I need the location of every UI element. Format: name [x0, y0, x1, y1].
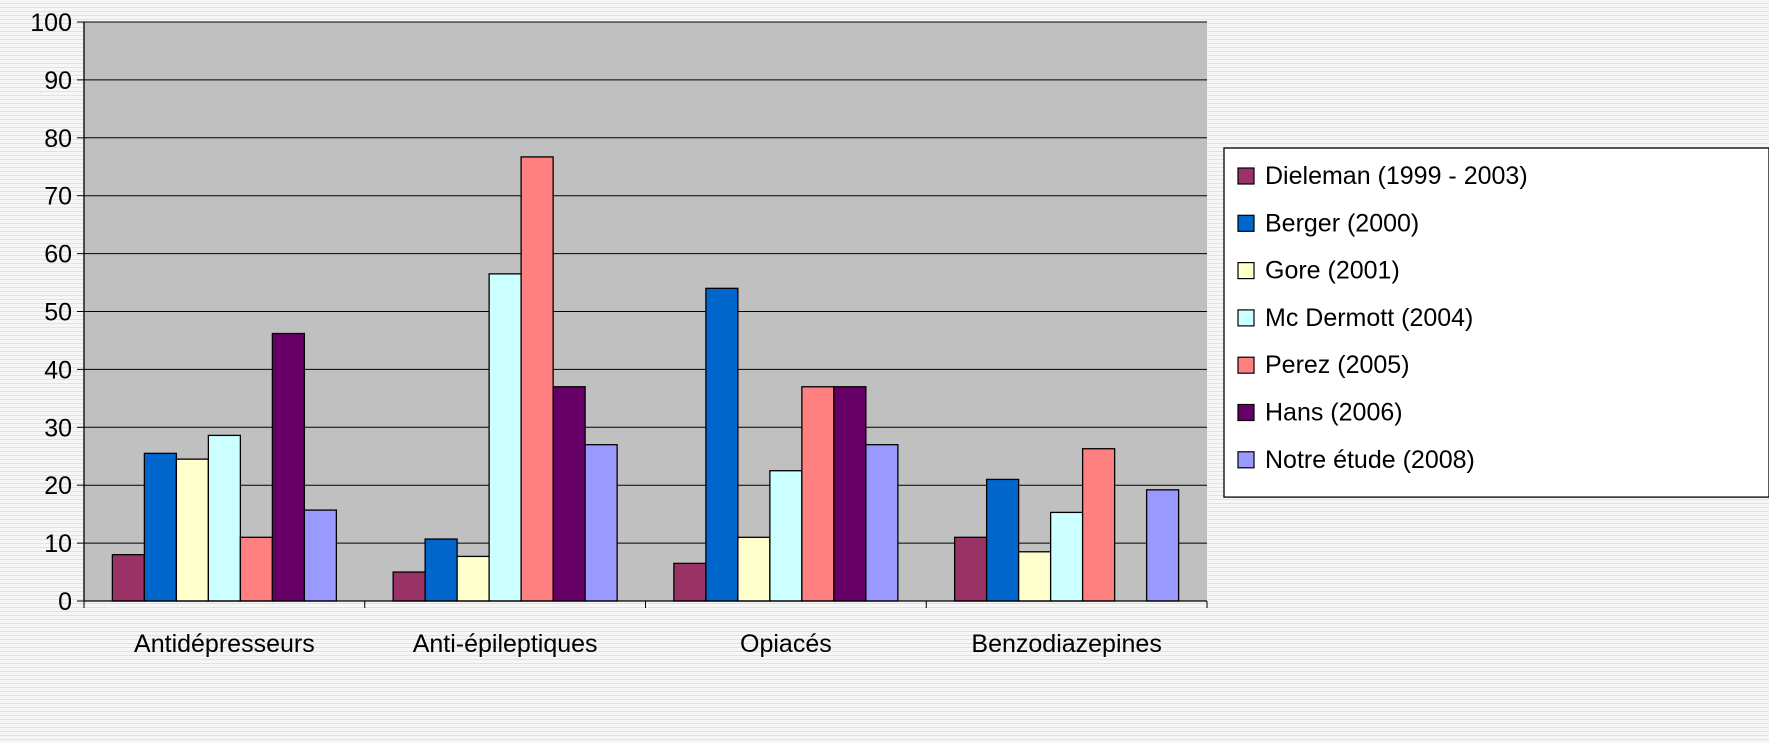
- bar: [392, 571, 426, 602]
- bar: [303, 509, 338, 602]
- legend-label: Gore (2001): [1265, 257, 1400, 285]
- legend-swatch: [1237, 214, 1255, 232]
- bar: [207, 434, 242, 602]
- bar: [801, 386, 835, 602]
- y-tick-label: 20: [44, 472, 72, 500]
- y-tick-label: 0: [58, 588, 72, 616]
- legend: Dieleman (1999 - 2003) Berger (2000) Gore …: [1223, 147, 1769, 498]
- legend-swatch: [1237, 262, 1255, 280]
- legend-label: Mc Dermott (2004): [1265, 304, 1473, 332]
- bar: [584, 444, 618, 602]
- y-tick-label: 40: [44, 356, 72, 384]
- x-category-label: Opiacés: [740, 630, 832, 658]
- bar: [456, 555, 490, 602]
- bar: [737, 536, 771, 602]
- legend-swatch: [1237, 451, 1255, 469]
- bar: [1049, 511, 1084, 602]
- bar: [673, 562, 707, 602]
- legend-swatch: [1237, 167, 1255, 185]
- bar: [488, 273, 522, 602]
- bar: [705, 287, 739, 602]
- bar: [769, 470, 803, 602]
- y-axis-ticks: 0 10 20 30 40 50 60 70 80 90 100: [30, 9, 84, 616]
- y-tick-label: 80: [44, 125, 72, 153]
- legend-label: Notre étude (2008): [1265, 446, 1475, 474]
- legend-swatch: [1237, 403, 1255, 422]
- legend-swatch: [1237, 309, 1255, 327]
- bar: [143, 452, 178, 602]
- y-tick-label: 30: [44, 414, 72, 442]
- x-category-label: Anti-épileptiques: [413, 630, 598, 658]
- x-category-label: Benzodiazepines: [971, 630, 1161, 658]
- y-tick-label: 100: [30, 9, 72, 37]
- bar: [424, 538, 458, 602]
- legend-swatch: [1237, 356, 1255, 374]
- bars: [111, 156, 1180, 602]
- bar: [833, 386, 867, 602]
- bar: [271, 332, 306, 602]
- y-tick-label: 70: [44, 183, 72, 211]
- bar: [1081, 448, 1116, 602]
- legend-label: Hans (2006): [1265, 399, 1403, 427]
- bar: [239, 536, 274, 602]
- y-tick-label: 50: [44, 299, 72, 327]
- bar: [1017, 551, 1052, 602]
- bar: [111, 554, 146, 602]
- bar: [552, 386, 586, 602]
- x-axis-labels: Antidépresseurs Anti-épileptiques Opiacés B…: [134, 630, 1162, 658]
- legend-label: Berger (2000): [1265, 209, 1419, 237]
- y-tick-label: 60: [44, 241, 72, 269]
- bar: [520, 156, 554, 602]
- gridlines: [84, 21, 1207, 544]
- legend-label: Perez (2005): [1265, 351, 1410, 379]
- x-category-label: Antidépresseurs: [134, 630, 315, 658]
- bar: [1145, 489, 1180, 602]
- legend-box: [1223, 147, 1769, 498]
- bar: [865, 444, 899, 602]
- bar: [175, 458, 210, 602]
- bar: [953, 536, 988, 602]
- legend-label: Dieleman (1999 - 2003): [1265, 162, 1528, 190]
- y-tick-label: 90: [44, 67, 72, 95]
- y-tick-label: 10: [44, 530, 72, 558]
- bar: [985, 478, 1020, 602]
